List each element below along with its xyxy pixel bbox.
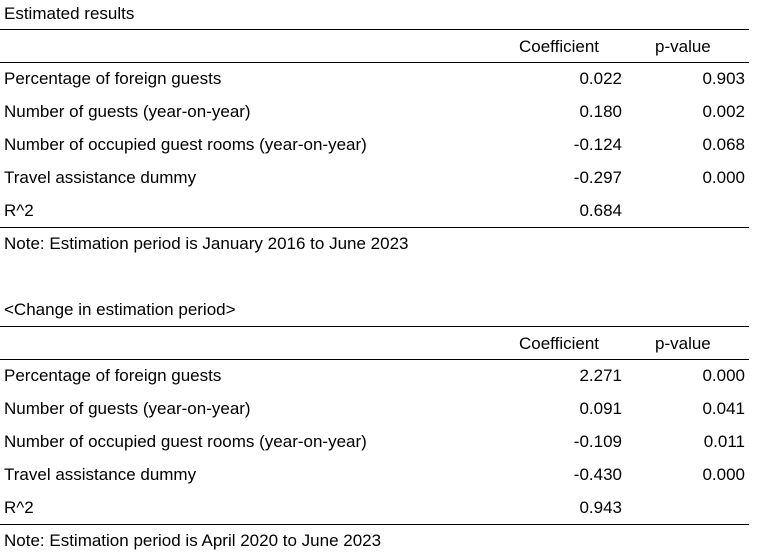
row-label: Percentage of foreign guests	[4, 69, 222, 88]
row-pvalue: 0.011	[703, 432, 745, 451]
row-coefficient: 0.943	[579, 498, 622, 517]
row-coefficient: -0.124	[573, 135, 622, 154]
row-label: Number of guests (year-on-year)	[4, 102, 251, 121]
table2-header-pvalue: p-value	[655, 334, 711, 353]
row-pvalue: 0.041	[702, 399, 745, 418]
row-label: Number of guests (year-on-year)	[4, 399, 251, 418]
row-label: Number of occupied guest rooms (year-on-…	[4, 432, 367, 451]
table1-bottom-rule	[0, 227, 749, 228]
table2-header-coefficient: Coefficient	[519, 334, 600, 353]
row-pvalue: 0.000	[702, 465, 745, 484]
row-label: Number of occupied guest rooms (year-on-…	[4, 135, 367, 154]
table2-title: <Change in estimation period>	[4, 300, 236, 319]
row-pvalue: 0.903	[702, 69, 745, 88]
row-pvalue: 0.068	[702, 135, 745, 154]
table2-bottom-rule	[0, 524, 749, 525]
row-coefficient: -0.297	[573, 168, 622, 187]
table2-note: Note: Estimation period is April 2020 to…	[4, 531, 382, 550]
row-label: Percentage of foreign guests	[4, 366, 222, 385]
row-coefficient: -0.430	[573, 465, 622, 484]
row-coefficient: 0.091	[579, 399, 622, 418]
table1-header-rule	[0, 62, 749, 63]
row-label: R^2	[4, 498, 34, 517]
table1-top-rule	[0, 29, 749, 30]
row-label: Travel assistance dummy	[4, 168, 197, 187]
row-coefficient: 2.271	[579, 366, 622, 385]
table2-top-rule	[0, 326, 749, 327]
table1-title: Estimated results	[4, 4, 135, 23]
row-coefficient: 0.022	[579, 69, 622, 88]
row-coefficient: 0.684	[579, 201, 622, 220]
table1-note: Note: Estimation period is January 2016 …	[4, 234, 409, 253]
row-pvalue: 0.002	[702, 102, 745, 121]
row-label: R^2	[4, 201, 34, 220]
row-pvalue: 0.000	[702, 366, 745, 385]
row-pvalue: 0.000	[702, 168, 745, 187]
row-label: Travel assistance dummy	[4, 465, 197, 484]
table1-header-coefficient: Coefficient	[519, 37, 600, 56]
row-coefficient: -0.109	[573, 432, 622, 451]
row-coefficient: 0.180	[579, 102, 622, 121]
table2-header-rule	[0, 359, 749, 360]
table1-header-pvalue: p-value	[655, 37, 711, 56]
